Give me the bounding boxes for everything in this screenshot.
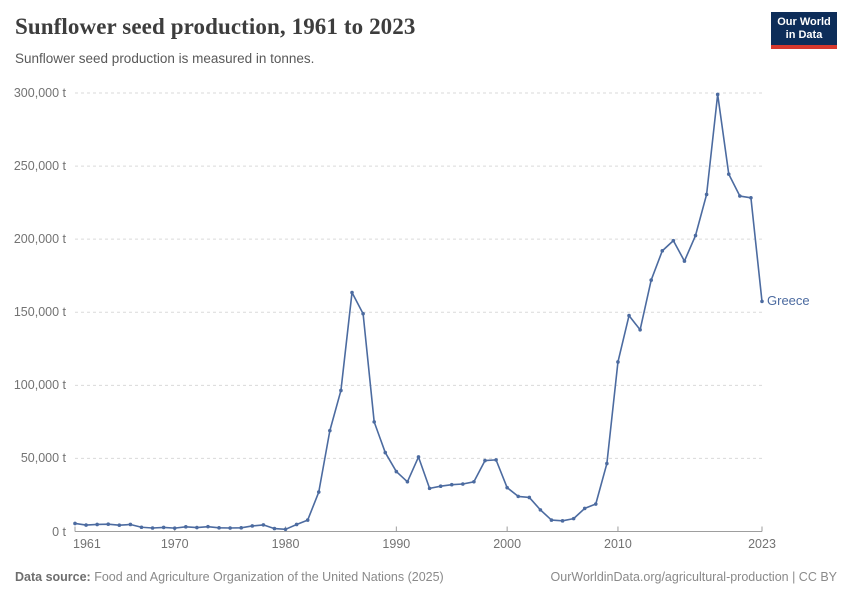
- y-axis-tick-label: 300,000 t: [13, 86, 66, 100]
- x-axis-tick-label: 1990: [382, 537, 411, 551]
- y-axis-tick-label: 250,000 t: [13, 159, 66, 174]
- owid-logo-line2: in Data: [785, 28, 823, 41]
- y-axis-tick-label: 150,000 t: [13, 305, 66, 320]
- owid-logo[interactable]: Our World in Data: [771, 12, 837, 49]
- footer-data-source-label: Data source:: [15, 570, 91, 584]
- x-axis-tick-label: 2023: [748, 537, 776, 551]
- page-title: Sunflower seed production, 1961 to 2023: [15, 14, 416, 39]
- x-axis-tick-label: 2010: [604, 537, 632, 551]
- y-axis-tick-label: 0 t: [52, 524, 66, 539]
- owid-logo-accent-bar: [771, 45, 837, 49]
- series-label-greece: Greece: [767, 293, 810, 309]
- footer-citation-link[interactable]: OurWorldinData.org/agricultural-producti…: [550, 570, 837, 584]
- x-axis-tick-label: 1970: [160, 537, 189, 551]
- footer-data-source: Data source: Food and Agriculture Organi…: [15, 570, 444, 584]
- x-axis-tick-label: 2000: [493, 537, 522, 551]
- y-axis-tick-label: 200,000 t: [13, 232, 66, 247]
- footer-data-source-text: Food and Agriculture Organization of the…: [90, 570, 444, 584]
- x-axis-tick-label: 1980: [271, 537, 300, 551]
- x-axis-tick-label: 1961: [73, 537, 101, 551]
- y-axis-tick-label: 100,000 t: [13, 378, 66, 393]
- owid-logo-line1: Our World: [777, 15, 831, 28]
- y-axis-tick-label: 50,000 t: [20, 451, 66, 466]
- page-subtitle: Sunflower seed production is measured in…: [15, 51, 315, 66]
